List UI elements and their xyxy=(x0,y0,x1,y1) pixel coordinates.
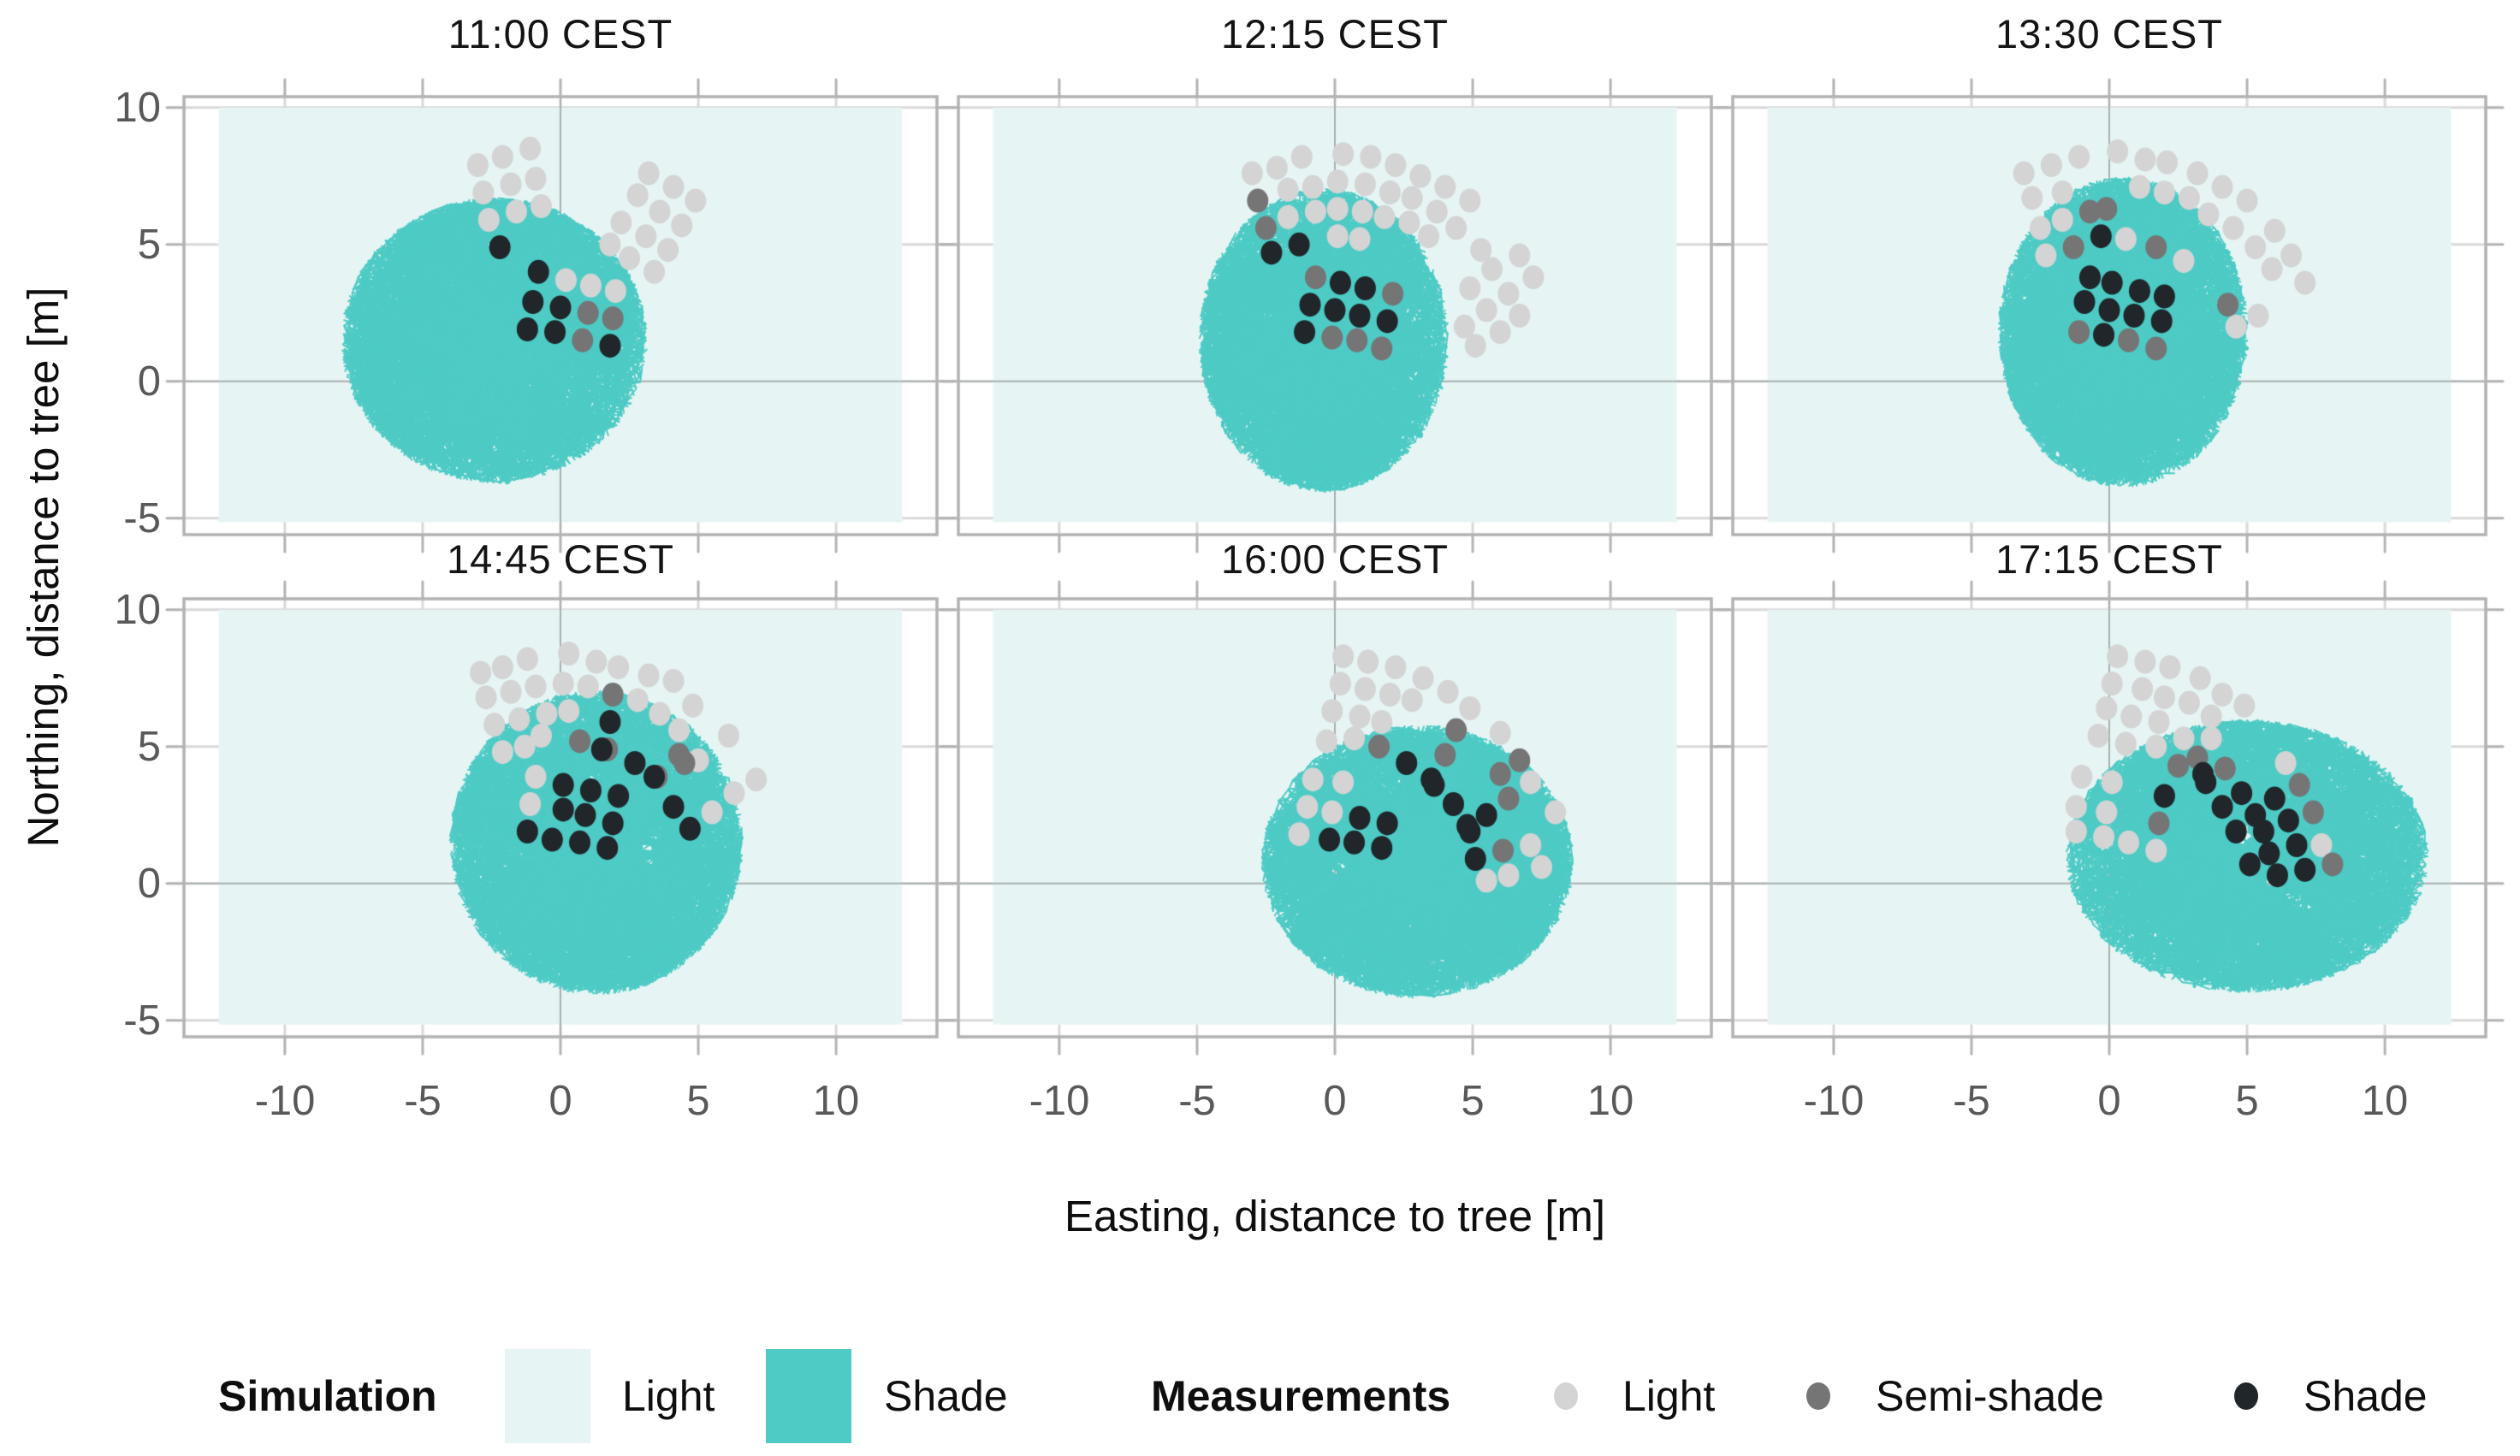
y-tick-label: 0 xyxy=(137,358,161,405)
y-tick-label: 0 xyxy=(137,861,161,907)
legend-dot-meas-light xyxy=(1554,1382,1578,1410)
y-tick-label: 5 xyxy=(137,724,161,770)
y-axis-title: Northing, distance to tree [m] xyxy=(19,287,68,848)
facet-title-1600: 16:00 CEST xyxy=(1220,536,1450,582)
x-tick-label: 0 xyxy=(2097,1078,2121,1124)
facet-title-1330: 13:30 CEST xyxy=(1995,11,2224,56)
x-tick-label: -5 xyxy=(1178,1078,1216,1124)
x-tick-label: -10 xyxy=(1029,1078,1090,1124)
x-tick-label: 10 xyxy=(2361,1078,2409,1124)
x-tick-label: 10 xyxy=(1586,1078,1634,1124)
legend-simulation-title: Simulation xyxy=(218,1372,437,1420)
legend-swatch-sim-light xyxy=(505,1349,590,1443)
x-axis-title: Easting, distance to tree [m] xyxy=(1064,1192,1606,1240)
legend-label-meas-light: Light xyxy=(1622,1372,1716,1420)
x-tick-label: 10 xyxy=(812,1078,860,1124)
legend-label-meas-semi: Semi-shade xyxy=(1876,1372,2104,1420)
x-tick-label: -5 xyxy=(404,1078,442,1124)
x-tick-label: 5 xyxy=(686,1078,710,1124)
x-tick-label: 5 xyxy=(1461,1078,1485,1124)
x-tick-label: 0 xyxy=(548,1078,572,1124)
legend-label-sim-shade: Shade xyxy=(884,1372,1008,1420)
legend-dot-meas-shade xyxy=(2234,1382,2258,1410)
legend-label-meas-shade: Shade xyxy=(2304,1372,2428,1420)
x-tick-label: -10 xyxy=(1803,1078,1865,1124)
facet-title-1215: 12:15 CEST xyxy=(1220,11,1450,56)
legend-swatch-sim-shade xyxy=(766,1349,851,1443)
facet-title-1715: 17:15 CEST xyxy=(1995,536,2224,582)
y-tick-label: 10 xyxy=(114,85,161,131)
x-tick-label: -10 xyxy=(254,1078,316,1124)
facet-title-1100: 11:00 CEST xyxy=(448,11,673,56)
legend-measurements-title: Measurements xyxy=(1151,1372,1451,1420)
x-tick-label: 5 xyxy=(2235,1078,2259,1124)
x-tick-label: -5 xyxy=(1953,1078,1990,1124)
legend-label-sim-light: Light xyxy=(622,1372,715,1420)
y-tick-label: -5 xyxy=(123,495,161,542)
y-tick-label: 5 xyxy=(137,222,161,268)
legend-dot-meas-semi xyxy=(1806,1382,1830,1410)
y-tick-label: 10 xyxy=(114,587,161,633)
y-tick-label: -5 xyxy=(123,997,161,1044)
facet-title-1445: 14:45 CEST xyxy=(446,536,675,582)
x-tick-label: 0 xyxy=(1323,1078,1347,1124)
